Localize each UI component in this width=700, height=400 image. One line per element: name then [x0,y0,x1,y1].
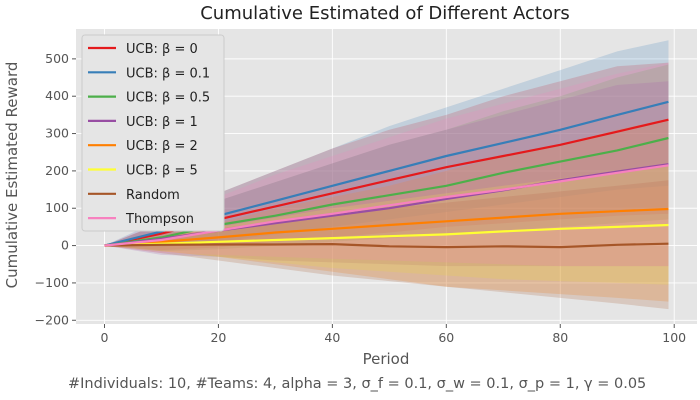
series-line [104,164,669,247]
legend-box [81,34,225,232]
series-line [104,207,669,247]
y-tick-label: 200 [45,163,69,178]
legend-label: UCB: β = 5 [126,164,198,179]
legend-label: Thompson [125,212,194,227]
x-tick-label: 80 [552,330,568,345]
x-tick-label: 40 [324,330,340,345]
x-tick-label: 20 [210,330,226,345]
x-axis-label: Period [363,350,410,368]
x-tick-label: 60 [438,330,454,345]
y-tick-label: −100 [35,275,69,290]
y-axis-label: Cumulative Estimated Reward [3,62,21,289]
y-tick-label: 100 [45,200,69,215]
legend-label: UCB: β = 2 [126,139,198,154]
y-tick-label: 300 [45,126,69,141]
y-tick-label: 500 [45,51,69,66]
legend-label: UCB: β = 0.5 [126,91,210,106]
chart-title: Cumulative Estimated of Different Actors [200,3,570,24]
legend: UCB: β = 0 UCB: β = 0.1 UCB: β = 0.5 UCB: β… [81,34,225,232]
x-axis-ticks: 0 20 40 60 80 100 [101,324,686,345]
legend-label: UCB: β = 0.1 [126,66,210,81]
x-tick-label: 100 [662,330,686,345]
legend-label: UCB: β = 0 [126,42,198,57]
y-tick-label: 0 [61,238,69,253]
chart-caption: #Individuals: 10, #Teams: 4, alpha = 3, … [68,376,646,392]
legend-label: UCB: β = 1 [126,115,198,130]
x-tick-label: 0 [101,330,109,345]
confidence-band [104,118,669,302]
confidence-band [104,180,669,310]
y-tick-label: −200 [35,312,69,327]
legend-label: Random [126,188,180,203]
series-line [104,223,669,247]
confidence-band [104,64,669,252]
y-axis-ticks: −200 −100 0 100 200 300 400 500 [35,51,76,327]
series-line [104,242,669,249]
confidence-band [104,62,669,251]
y-tick-label: 400 [45,88,69,103]
confidence-band [104,40,669,248]
